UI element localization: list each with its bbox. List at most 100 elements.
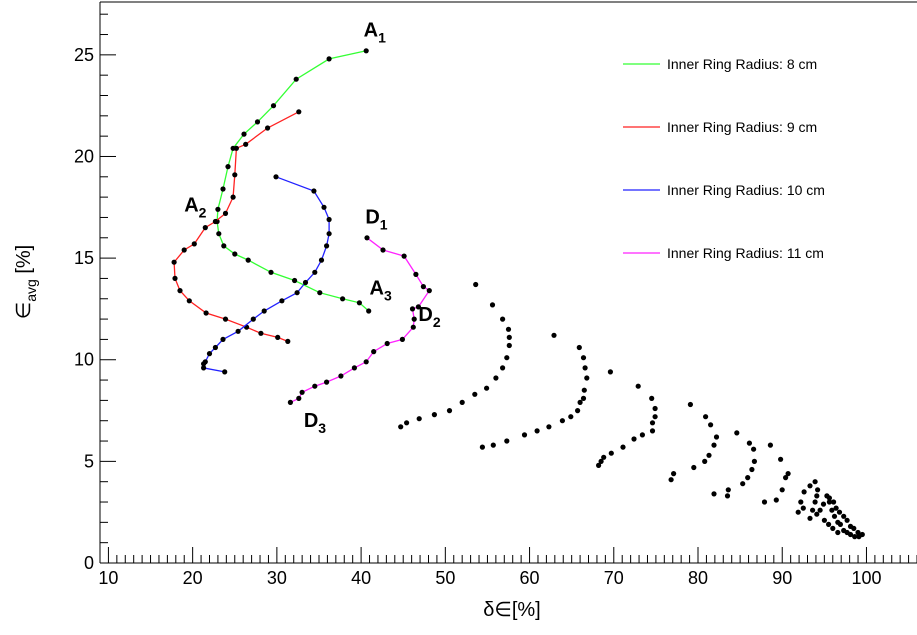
data-point [311, 188, 317, 194]
data-point [416, 416, 422, 422]
data-point [584, 375, 590, 381]
data-point [652, 405, 658, 412]
data-point [506, 334, 512, 340]
data-point [831, 513, 838, 519]
data-point [398, 424, 404, 430]
annotation-letter: D [304, 410, 318, 432]
data-point [384, 340, 390, 347]
data-point [830, 525, 836, 532]
data-point [815, 487, 821, 493]
data-point [225, 164, 231, 170]
data-point [798, 499, 804, 505]
data-point [835, 529, 841, 536]
annotation-subscript: 3 [384, 288, 392, 304]
data-point [706, 452, 712, 458]
data-point [576, 344, 582, 351]
data-point [172, 275, 178, 281]
data-point [203, 310, 209, 316]
data-point [582, 365, 588, 371]
data-point [479, 444, 485, 450]
series-2 [171, 109, 302, 344]
data-point [489, 302, 496, 308]
data-point [504, 355, 510, 361]
data-point [687, 401, 694, 408]
data-point [702, 458, 708, 464]
x-tick-label: 60 [520, 568, 540, 588]
data-point [222, 369, 228, 375]
data-point [767, 442, 774, 448]
data-point [490, 442, 496, 448]
data-point [243, 141, 249, 147]
data-point [493, 375, 499, 381]
annotation-letter: D [365, 207, 379, 229]
data-point [356, 300, 362, 306]
data-point [484, 385, 490, 391]
data-point [506, 342, 512, 349]
x-axis-title: δ∈[%] [483, 599, 540, 621]
data-point [534, 428, 540, 434]
data-point [607, 369, 614, 375]
data-point [321, 204, 327, 210]
annotation-label: A1 [364, 20, 386, 46]
data-point [746, 440, 753, 446]
annotation-label: D3 [304, 410, 326, 436]
data-point [270, 103, 277, 109]
annotation-label: D2 [418, 304, 440, 330]
data-point [293, 76, 299, 82]
data-point [201, 361, 207, 367]
x-tick-label: 20 [183, 568, 203, 588]
data-point [812, 499, 818, 505]
data-point [631, 436, 637, 442]
x-tick-label: 50 [435, 568, 455, 588]
data-point [235, 328, 241, 334]
x-tick-label: 10 [98, 568, 118, 588]
data-point [807, 515, 813, 521]
annotation-subscript: 1 [380, 217, 388, 233]
legend-label: Inner Ring Radius: 8 cm [667, 56, 817, 72]
data-point [649, 428, 656, 434]
data-point [601, 454, 607, 460]
data-point [652, 414, 658, 420]
unlabeled-point-cloud [398, 281, 865, 540]
axis-tick-labels: 10 20 30 40 50 60 70 80 90 100 0 5 10 15 20 25 [74, 45, 882, 588]
y-axis-title-suffix: [%] [13, 245, 35, 279]
data-point [363, 359, 369, 365]
annotation-letter: D [418, 304, 432, 326]
y-tick-label: 0 [84, 553, 94, 573]
annotation-subscript: 2 [199, 204, 207, 220]
annotation-letter: A [370, 278, 384, 300]
data-point [324, 379, 330, 385]
data-point [814, 493, 820, 499]
data-point [725, 487, 731, 493]
axis-ticks [99, 13, 917, 564]
y-tick-label: 10 [74, 350, 94, 370]
annotation-label: A2 [184, 194, 206, 220]
data-point [505, 326, 512, 332]
data-point [340, 296, 346, 302]
data-point [831, 499, 837, 505]
data-point [734, 430, 740, 436]
legend-label: Inner Ring Radius: 11 cm [667, 245, 824, 261]
data-point [577, 399, 583, 405]
data-point [261, 308, 267, 314]
x-tick-label: 30 [267, 568, 287, 588]
data-point [206, 351, 213, 357]
data-point [410, 324, 416, 330]
legend: Inner Ring Radius: 8 cm Inner Ring Radius… [623, 56, 825, 261]
data-point [472, 391, 478, 397]
y-tick-label: 15 [74, 248, 94, 268]
annotation-letter: A [364, 20, 378, 42]
data-point [812, 479, 818, 485]
data-point [703, 414, 709, 420]
data-point [855, 529, 861, 536]
annotation-subscript: 1 [378, 30, 386, 46]
data-point [302, 279, 309, 286]
data-point [649, 395, 655, 401]
data-point [810, 507, 816, 513]
data-point [521, 432, 528, 438]
data-point [220, 186, 226, 192]
data-point [299, 389, 305, 395]
data-point [273, 174, 279, 180]
data-point [795, 509, 801, 515]
x-tick-label: 90 [772, 568, 792, 588]
